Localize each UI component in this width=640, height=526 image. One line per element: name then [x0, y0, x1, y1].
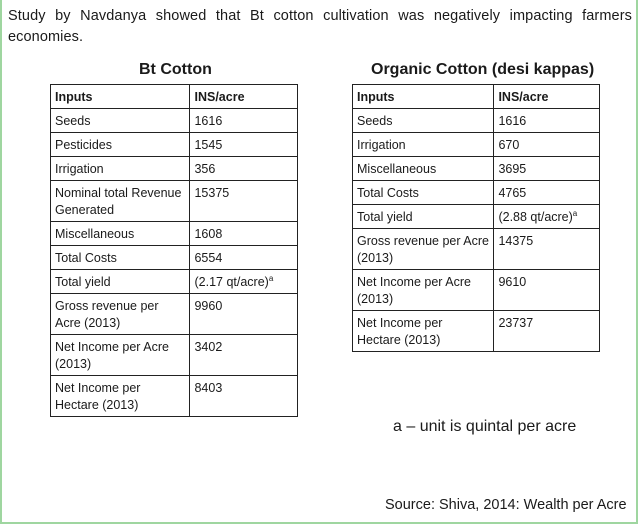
row-label: Total Costs	[351, 180, 495, 205]
bt-cotton-table: Inputs INS/acre Seeds 1616 Pesticides 1545 I…	[49, 84, 298, 417]
row-value: 23737	[493, 310, 600, 352]
table-row: Gross revenue per Acre (2013) 9960	[49, 293, 298, 335]
row-value-text: 1616	[194, 114, 223, 128]
table-row: Nominal total Revenue Generated 15375	[49, 180, 298, 222]
row-value: 3402	[189, 334, 298, 376]
table-row: Pesticides 1545	[49, 132, 298, 157]
table-row: Seeds 1616	[351, 108, 600, 133]
row-value: 9960	[189, 293, 298, 335]
row-value: 9610	[493, 269, 600, 311]
row-value: 1616	[189, 108, 298, 133]
row-value-text: 670	[498, 138, 520, 152]
row-value: 1616	[493, 108, 600, 133]
row-value: 670	[493, 132, 600, 157]
row-value-text: 15375	[194, 186, 230, 200]
table-row: Net Income per Acre (2013) 9610	[351, 269, 600, 311]
row-value: (2.17 qt/acre)a	[189, 269, 298, 294]
footnote-marker: a	[572, 208, 578, 218]
header-inputs: Inputs	[49, 84, 191, 109]
row-label: Seeds	[49, 108, 191, 133]
table-row: Seeds 1616	[49, 108, 298, 133]
row-value-text: 8403	[194, 381, 223, 395]
table-row: Miscellaneous 1608	[49, 221, 298, 246]
row-value-text: 1545	[194, 138, 223, 152]
row-value-text: (2.17 qt/acre)	[194, 275, 269, 289]
bt-table-body: Seeds 1616 Pesticides 1545 Irrigation 356 Nomi…	[49, 108, 298, 417]
intro-text: Study by Navdanya showed that Bt cotton …	[8, 8, 632, 45]
row-value-text: 14375	[498, 234, 534, 248]
source-citation: Source: Shiva, 2014: Wealth per Acre	[385, 497, 627, 513]
header-inputs: Inputs	[351, 84, 495, 109]
row-value-text: 1616	[498, 114, 527, 128]
table-header-row: Inputs INS/acre	[49, 84, 298, 109]
row-value: 3695	[493, 156, 600, 181]
row-value-text: 1608	[194, 227, 223, 241]
table-row: Total yield (2.17 qt/acre)a	[49, 269, 298, 294]
row-value-text: (2.88 qt/acre)	[498, 210, 573, 224]
header-ins-per-acre: INS/acre	[493, 84, 600, 109]
row-label: Nominal total Revenue Generated	[49, 180, 191, 222]
table-row: Miscellaneous 3695	[351, 156, 600, 181]
organic-table-title: Organic Cotton (desi kappas)	[371, 61, 595, 78]
table-row: Irrigation 356	[49, 156, 298, 181]
row-value-text: 6554	[194, 251, 223, 265]
table-row: Net Income per Acre (2013) 3402	[49, 334, 298, 376]
organic-table-body: Seeds 1616 Irrigation 670 Miscellaneous 3695 T…	[351, 108, 600, 352]
row-label: Irrigation	[49, 156, 191, 181]
row-value-text: 9960	[194, 299, 223, 313]
row-label: Gross revenue per Acre (2013)	[49, 293, 191, 335]
table-header-row: Inputs INS/acre	[351, 84, 600, 109]
row-label: Miscellaneous	[351, 156, 495, 181]
row-label: Total Costs	[49, 245, 191, 270]
table-row: Net Income per Hectare (2013) 8403	[49, 375, 298, 417]
row-label: Gross revenue per Acre (2013)	[351, 228, 495, 270]
table-row: Total Costs 4765	[351, 180, 600, 205]
row-value: 6554	[189, 245, 298, 270]
row-label: Net Income per Acre (2013)	[49, 334, 191, 376]
row-value: 4765	[493, 180, 600, 205]
row-value-text: 3695	[498, 162, 527, 176]
row-label: Seeds	[351, 108, 495, 133]
row-value: 1545	[189, 132, 298, 157]
row-label: Net Income per Hectare (2013)	[49, 375, 191, 417]
row-value: 15375	[189, 180, 298, 222]
row-label: Irrigation	[351, 132, 495, 157]
row-value: 8403	[189, 375, 298, 417]
row-value-text: 356	[194, 162, 216, 176]
row-value: (2.88 qt/acre)a	[493, 204, 600, 229]
row-value: 1608	[189, 221, 298, 246]
table-row: Gross revenue per Acre (2013) 14375	[351, 228, 600, 270]
footnote-marker: a	[268, 273, 274, 283]
footnote: a – unit is quintal per acre	[393, 418, 577, 435]
row-value: 356	[189, 156, 298, 181]
row-label: Net Income per Acre (2013)	[351, 269, 495, 311]
row-value-text: 23737	[498, 316, 534, 330]
row-label: Pesticides	[49, 132, 191, 157]
table-row: Irrigation 670	[351, 132, 600, 157]
table-row: Total yield (2.88 qt/acre)a	[351, 204, 600, 229]
row-value-text: 3402	[194, 340, 223, 354]
bt-table-title: Bt Cotton	[139, 61, 212, 78]
header-ins-per-acre: INS/acre	[189, 84, 298, 109]
row-label: Total yield	[49, 269, 191, 294]
organic-cotton-table: Inputs INS/acre Seeds 1616 Irrigation 670 Mi…	[351, 84, 600, 352]
row-label: Total yield	[351, 204, 495, 229]
row-label: Miscellaneous	[49, 221, 191, 246]
table-row: Total Costs 6554	[49, 245, 298, 270]
row-value-text: 9610	[498, 275, 527, 289]
row-label: Net Income per Hectare (2013)	[351, 310, 495, 352]
table-row: Net Income per Hectare (2013) 23737	[351, 310, 600, 352]
row-value: 14375	[493, 228, 600, 270]
row-value-text: 4765	[498, 186, 527, 200]
